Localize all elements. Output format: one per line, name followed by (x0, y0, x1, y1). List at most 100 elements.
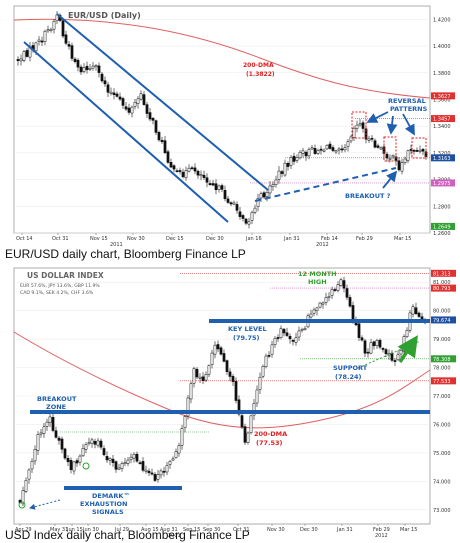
eurusd-candle-body-37 (127, 107, 131, 113)
eurusd-candle-body-93 (295, 157, 299, 161)
eurusd-x-tick-labels: Oct 14 Oct 31 Nov 15 Nov 30 Dec 15 Dec 30 Jan … (16, 233, 411, 248)
usd-index-candle-body-23 (87, 442, 91, 445)
eurusd-candle-body-36 (124, 106, 128, 110)
eurusd-price-tag-1: 1.3457 (433, 117, 451, 123)
eurusd-candle-body-97 (307, 149, 311, 157)
eurusd-candle-body-121 (379, 147, 383, 150)
eurusd-price-tag-bg-3 (431, 179, 455, 187)
usd-index-price-tag-0: 81.313 (433, 271, 451, 277)
usd-index-candle-body-57 (189, 383, 193, 400)
usd-index-year-tick-1: 2012 (375, 533, 388, 539)
demark-signal-marker-2 (82, 462, 90, 470)
eurusd-candle-body-32 (112, 92, 116, 95)
usd-index-candle-body-117 (369, 342, 373, 354)
eurusd-candle-body-52 (172, 165, 176, 170)
usd-index-candle-body-39 (135, 453, 139, 462)
usd-index-candle-body-4 (30, 460, 34, 470)
eurusd-candle-body-115 (361, 122, 365, 129)
usd-index-candle-body-7 (39, 432, 43, 435)
usd-index-candle-body-8 (42, 426, 46, 434)
usd-index-y-tick-4: 77.000 (433, 394, 451, 400)
eurusd-price-tags: 1.3627 1.3457 1.3163 1.2975 1.2649 (431, 92, 455, 230)
annotation-200dma-value: (77.53) (256, 439, 283, 447)
eurusd-candle-body-98 (310, 147, 314, 150)
eurusd-candle-body-19 (73, 58, 77, 62)
eurusd-candle-body-50 (166, 151, 170, 163)
usd-index-candle-body-36 (126, 459, 130, 464)
eurusd-candle-body-69 (223, 190, 227, 200)
eurusd-candle-body-112 (352, 127, 356, 138)
eurusd-x-tick-4: Dec 15 (166, 236, 184, 242)
eurusd-candle-body-103 (325, 144, 329, 150)
usd-index-candle-body-48 (162, 470, 166, 473)
eurusd-caption: EUR/USD daily chart, Bloomberg Finance L… (5, 247, 246, 261)
annotation-support-line1: SUPPORT (333, 364, 368, 372)
eurusd-x-tick-9: Feb 29 (356, 236, 373, 242)
eurusd-candle-body-114 (358, 123, 362, 126)
eurusd-candle-body-101 (319, 148, 323, 151)
annotation-reversal-line1: REVERSAL (388, 97, 426, 105)
usd-index-candle-body-38 (132, 454, 136, 459)
usd-index-year-tick-0: 2011 (168, 533, 181, 539)
eurusd-price-tag-2: 1.3163 (433, 156, 451, 162)
usd-index-y-tick-1: 80.000 (433, 309, 451, 315)
eurusd-candle-body-0 (16, 59, 20, 62)
eurusd-candle-body-88 (280, 171, 284, 174)
eurusd-candle-body-76 (244, 218, 248, 224)
usd-index-x-tick-2: Jun 15 (66, 527, 83, 533)
eurusd-candle-body-132 (412, 149, 416, 152)
usd-index-candle-body-125 (393, 360, 397, 362)
usd-index-price-tag-bg-0 (431, 269, 456, 277)
usd-index-candle-body-17 (69, 460, 73, 470)
usd-index-candle-body-126 (396, 354, 400, 361)
usd-index-candle-body-65 (213, 344, 217, 355)
annotation-demark-line2: EXHAUSTION (80, 500, 128, 508)
eurusd-y-tick-8: 1.2600 (433, 231, 451, 237)
eurusd-y-tick-3: 1.3600 (433, 97, 451, 103)
eurusd-candle-body-46 (154, 120, 158, 133)
eurusd-y-tick-4: 1.3400 (433, 124, 451, 130)
usd-index-candle-body-2 (24, 480, 28, 492)
usd-index-candle-body-74 (240, 415, 244, 428)
usd-index-candle-body-33 (117, 467, 121, 470)
eurusd-candle-body-45 (151, 117, 155, 121)
eurusd-candle-body-53 (175, 170, 179, 173)
eurusd-candle-body-54 (178, 170, 182, 172)
eurusd-candle-body-7 (37, 39, 41, 42)
eurusd-x-tick-8: Feb 14 (321, 236, 338, 242)
usd-index-x-tick-1: May 31 (50, 527, 68, 533)
usd-index-candle-body-60 (198, 376, 202, 379)
eurusd-x-tick-2: Nov 15 (90, 236, 108, 242)
usd-index-candle-body-131 (411, 306, 415, 315)
usd-index-candle-body-53 (177, 445, 181, 454)
usd-index-candle-body-11 (51, 417, 55, 431)
usd-index-weights-line1: EUR 57.6%, JPY 13.6%, GBP 11.9% (20, 283, 100, 289)
eurusd-candle-body-134 (418, 149, 422, 152)
eurusd-candle-body-3 (25, 50, 29, 57)
eurusd-candle-body-74 (238, 211, 242, 217)
usd-index-candle-body-50 (168, 460, 172, 465)
eurusd-candle-body-120 (376, 145, 380, 148)
usd-index-candle-body-10 (48, 416, 52, 423)
eurusd-candle-body-59 (193, 167, 197, 172)
eurusd-candle-body-33 (115, 93, 119, 97)
usd-index-candle-body-92 (294, 337, 298, 343)
usd-index-candle-body-128 (402, 336, 406, 352)
eurusd-candle-body-44 (148, 112, 152, 120)
eurusd-candle-body-104 (328, 143, 332, 149)
eurusd-candle-body-122 (382, 146, 386, 154)
usd-index-candle-body-25 (93, 441, 97, 445)
usd-index-candle-body-110 (348, 297, 352, 307)
annotation-breakout-zone-line1: BREAKOUT (37, 395, 77, 403)
usd-index-y-tick-5: 76.000 (433, 422, 451, 428)
eurusd-candle-body-39 (133, 102, 137, 107)
usd-index-candle-body-90 (288, 336, 292, 340)
usd-index-candle-body-59 (195, 368, 199, 378)
usd-index-candle-body-119 (375, 340, 379, 346)
usd-index-x-tick-14: Mar 15 (400, 527, 417, 533)
eurusd-candle-body-12 (52, 21, 56, 30)
eurusd-candle-body-80 (256, 198, 260, 207)
usd-index-x-tick-13: Feb 29 (373, 527, 390, 533)
usd-index-candle-body-3 (27, 469, 31, 480)
eurusd-x-tick-1: Oct 31 (52, 236, 69, 242)
